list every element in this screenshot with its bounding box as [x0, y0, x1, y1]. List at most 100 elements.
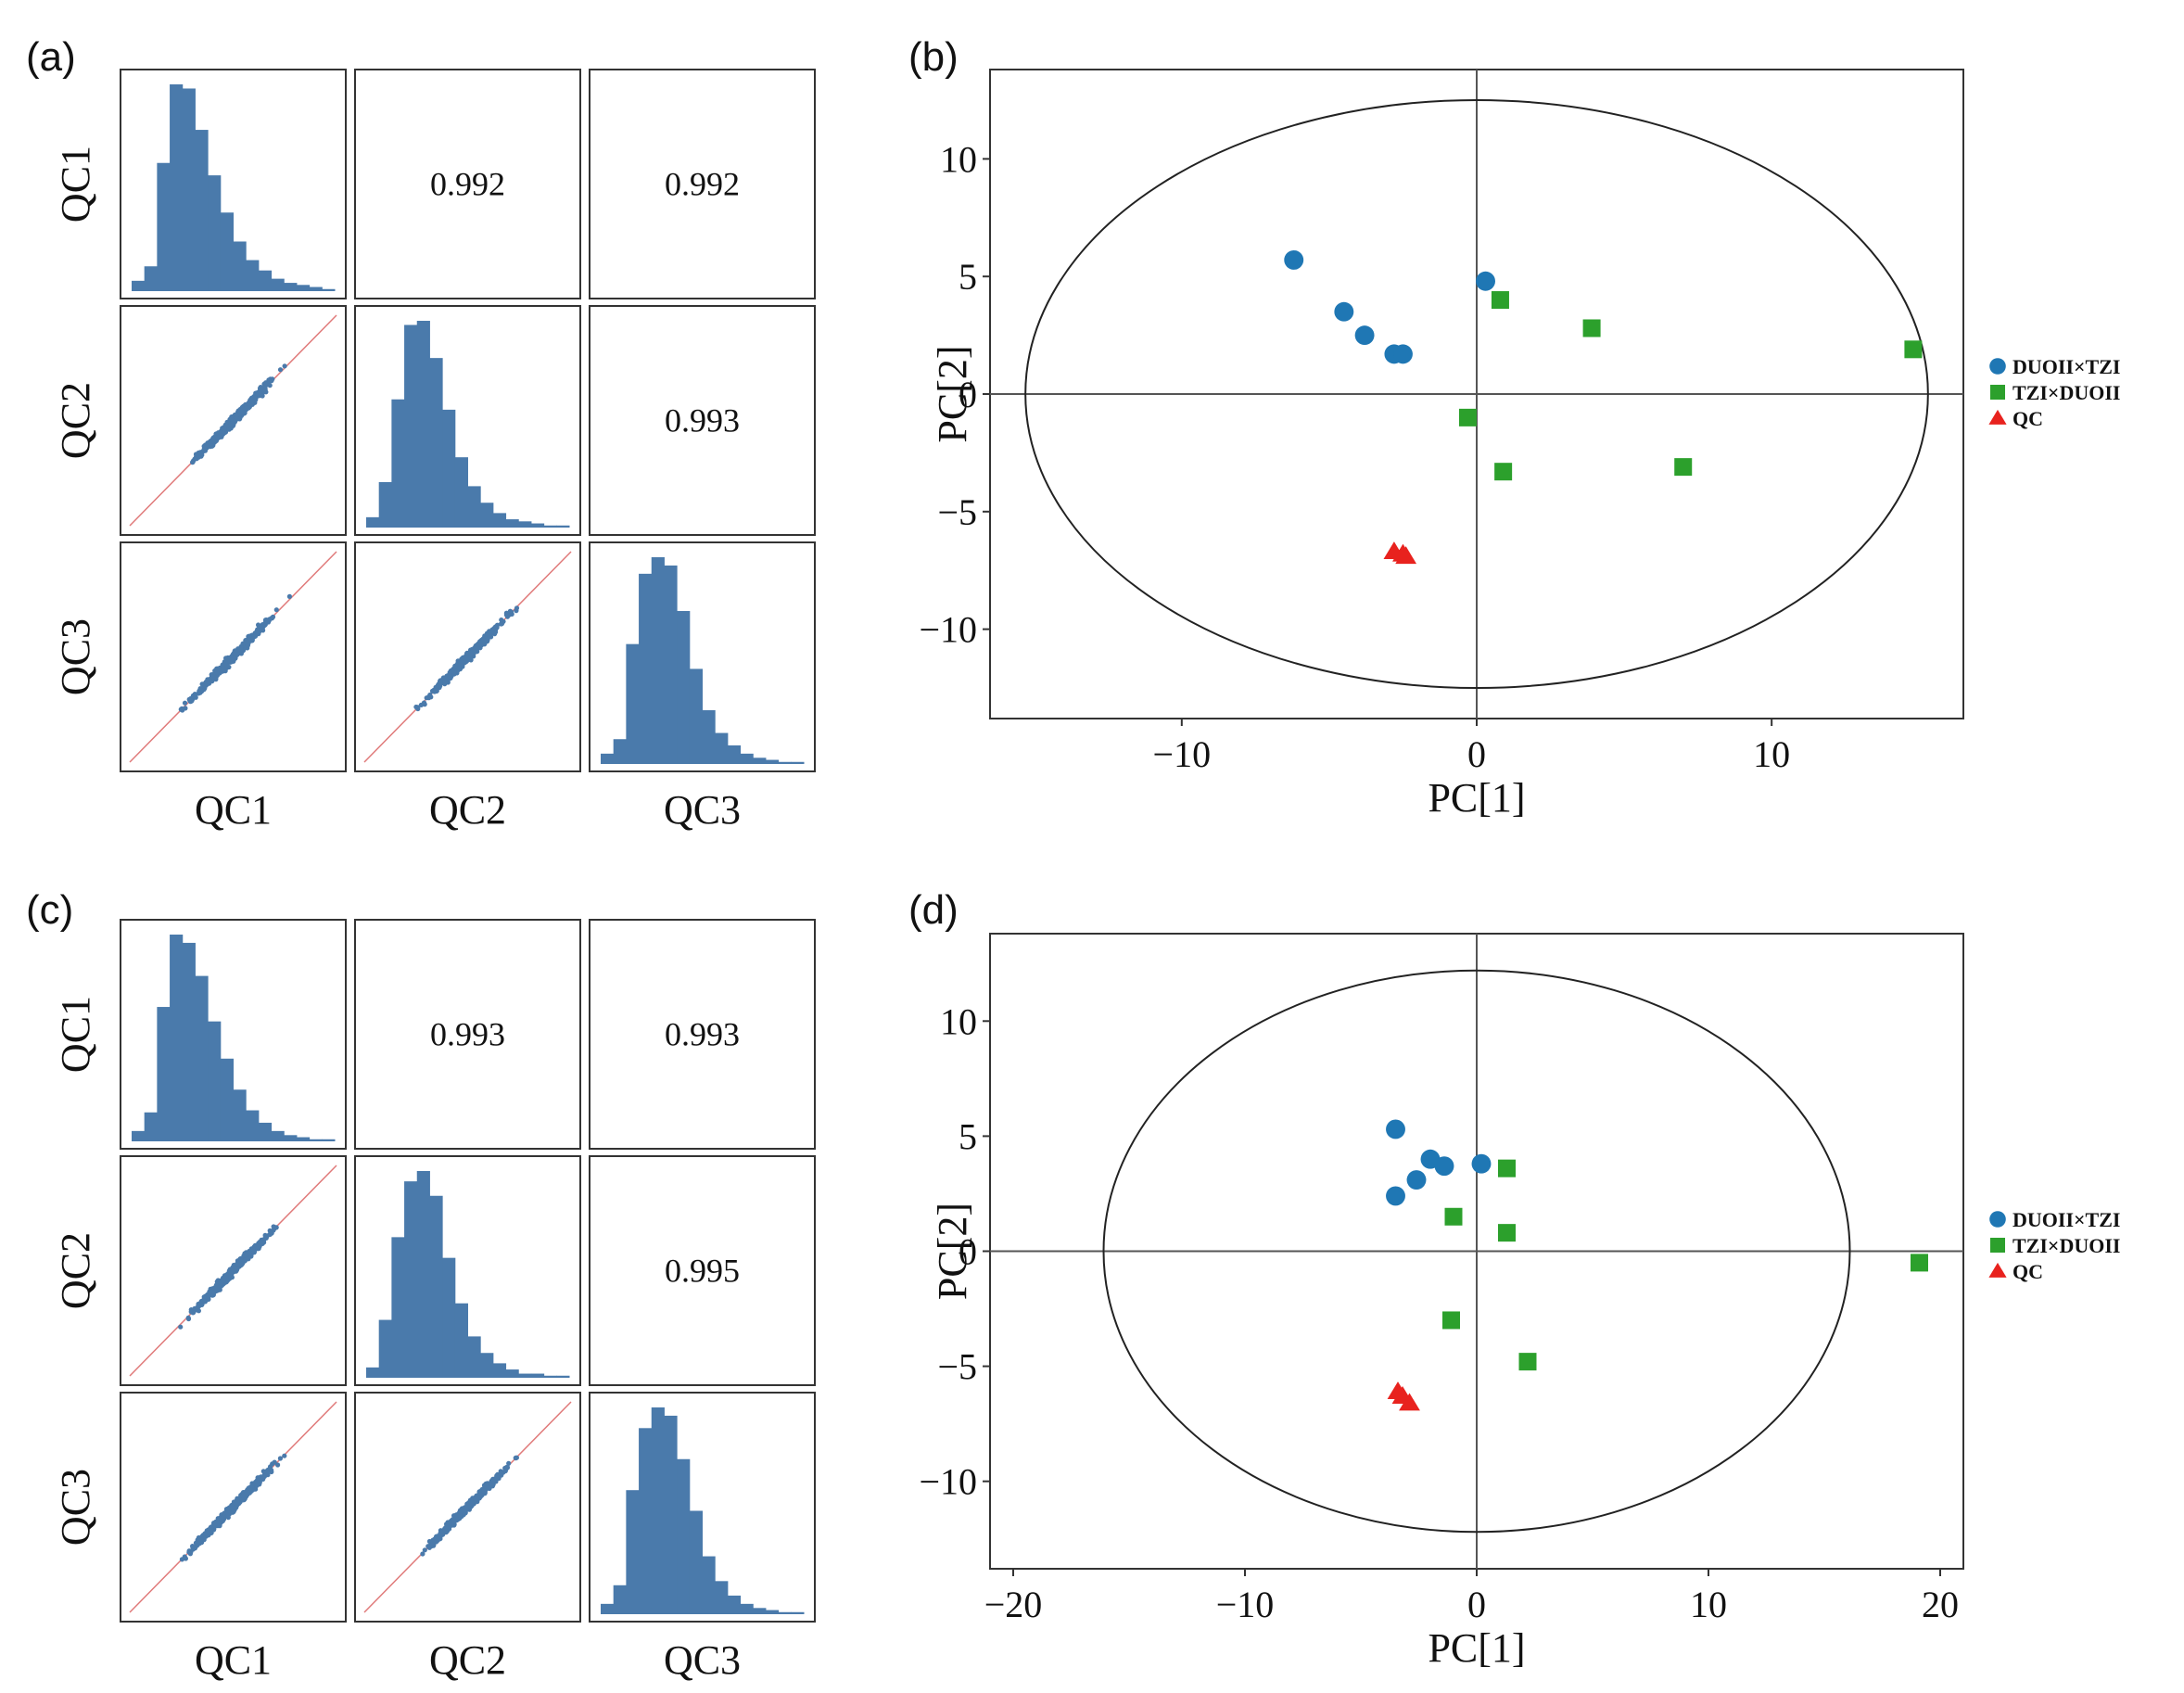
pair-matrix-a: (a) 0.992 0.992 0.993 QC1 QC2 QC3 QC1 QC2 QC3 — [26, 34, 816, 833]
scatter-point — [205, 677, 210, 682]
y-tick-label: 10 — [940, 138, 977, 180]
panel-label: (d) — [908, 887, 959, 933]
scatter-point — [259, 624, 264, 630]
scatter-point — [202, 448, 208, 453]
series-circle — [1284, 249, 1495, 364]
scatter-point — [222, 659, 228, 665]
scatter-point — [248, 1251, 253, 1256]
scatter-point — [463, 659, 469, 665]
histogram-bar — [258, 270, 273, 291]
scatter-points — [420, 1455, 520, 1557]
scatter-point — [199, 1302, 205, 1307]
scatter-point — [493, 1477, 499, 1483]
x-tick-label: 10 — [1753, 733, 1790, 775]
scatter-point — [429, 1542, 435, 1547]
legend-label: TZI×DUOII — [2013, 381, 2120, 404]
histogram-bar — [454, 1303, 468, 1378]
histogram-bar — [601, 753, 615, 764]
histogram-bar — [664, 1415, 678, 1614]
histogram-bar — [182, 88, 196, 292]
histogram-bar — [651, 557, 665, 764]
circle-marker — [1334, 301, 1354, 322]
correlation-value: 0.995 — [665, 1253, 740, 1290]
circle-marker — [1354, 325, 1375, 346]
scatter-point — [233, 656, 238, 661]
scatter-point — [514, 605, 520, 611]
scatter-point — [209, 1528, 215, 1534]
histogram-bar — [170, 84, 184, 291]
histogram-bar — [366, 516, 380, 528]
column-label: QC2 — [429, 1637, 506, 1683]
histogram-bar — [492, 513, 507, 528]
scatter-point — [504, 1464, 510, 1470]
triangle-marker — [1395, 546, 1417, 565]
confidence-ellipse — [1024, 98, 1929, 690]
x-tick-label: 10 — [1690, 1584, 1727, 1625]
cell-frame — [354, 69, 581, 299]
scatter-point — [438, 683, 443, 689]
column-label: QC1 — [195, 1637, 272, 1683]
scatter-point — [468, 650, 474, 656]
scatter-point — [230, 1267, 235, 1273]
scatter-point — [187, 699, 194, 705]
circle-marker — [1386, 1186, 1405, 1206]
histogram-bar — [626, 643, 640, 764]
matrix-cell — [589, 541, 816, 772]
histogram-bar — [702, 1556, 716, 1614]
series-triangle — [1383, 541, 1417, 565]
histogram-bar — [144, 266, 158, 291]
scatter-point — [494, 1473, 500, 1479]
scatter-point — [188, 1309, 194, 1315]
scatter-point — [465, 655, 471, 661]
scatter-point — [178, 1324, 184, 1330]
circle-marker — [1386, 1119, 1405, 1139]
histogram-bar — [195, 975, 209, 1141]
histogram-bar — [378, 1319, 392, 1378]
scatter-point — [498, 1469, 503, 1474]
scatter-point — [254, 629, 260, 635]
scatter-point — [213, 1287, 219, 1292]
scatter-point — [190, 693, 196, 698]
scatter-point — [506, 1460, 512, 1466]
circle-marker — [1284, 249, 1304, 270]
histogram-bar — [689, 668, 703, 764]
scatter-point — [260, 1476, 266, 1482]
histogram-bar — [689, 1510, 703, 1614]
histogram-bar — [505, 1369, 519, 1378]
histogram-bar — [530, 523, 545, 528]
cell-frame — [589, 305, 816, 536]
y-tick-label: 0 — [959, 374, 977, 415]
histogram-bar — [404, 1181, 418, 1378]
square-marker — [1674, 458, 1693, 477]
scatter-point — [207, 1290, 212, 1295]
scatter-point — [504, 614, 511, 619]
histogram-bar — [518, 1373, 532, 1378]
histogram-bar — [246, 1110, 260, 1141]
scatter-point — [277, 1456, 283, 1461]
x-axis-label: PC[1] — [1428, 775, 1525, 821]
histogram-bar — [284, 1135, 298, 1141]
scatter-point — [513, 1456, 518, 1461]
row-label: QC2 — [53, 1232, 98, 1309]
x-tick-label: 20 — [1922, 1584, 1959, 1625]
scatter-point — [481, 1488, 487, 1494]
scatter-point — [244, 1488, 249, 1494]
histogram-bar — [157, 162, 171, 291]
scatter-point — [254, 1479, 260, 1484]
scatter-point — [452, 663, 458, 668]
scatter-point — [226, 658, 232, 664]
histogram-bar — [677, 1458, 691, 1614]
histogram-bar — [132, 280, 146, 291]
series-circle — [1386, 1119, 1492, 1206]
pair-matrix-c: (c) 0.993 0.993 0.995 QC1 QC2 QC3 QC1 QC2 QC3 — [26, 887, 816, 1683]
square-marker — [1444, 1207, 1463, 1226]
histogram-bar — [492, 1363, 507, 1378]
scatter-point — [234, 413, 239, 418]
scatter-points — [178, 593, 292, 713]
y-tick-label: −5 — [937, 491, 977, 533]
histogram-bar — [309, 1139, 323, 1141]
panel-label: (a) — [26, 34, 76, 80]
y-tick-label: 0 — [959, 1231, 977, 1273]
legend-triangle-icon — [1988, 1262, 2007, 1278]
